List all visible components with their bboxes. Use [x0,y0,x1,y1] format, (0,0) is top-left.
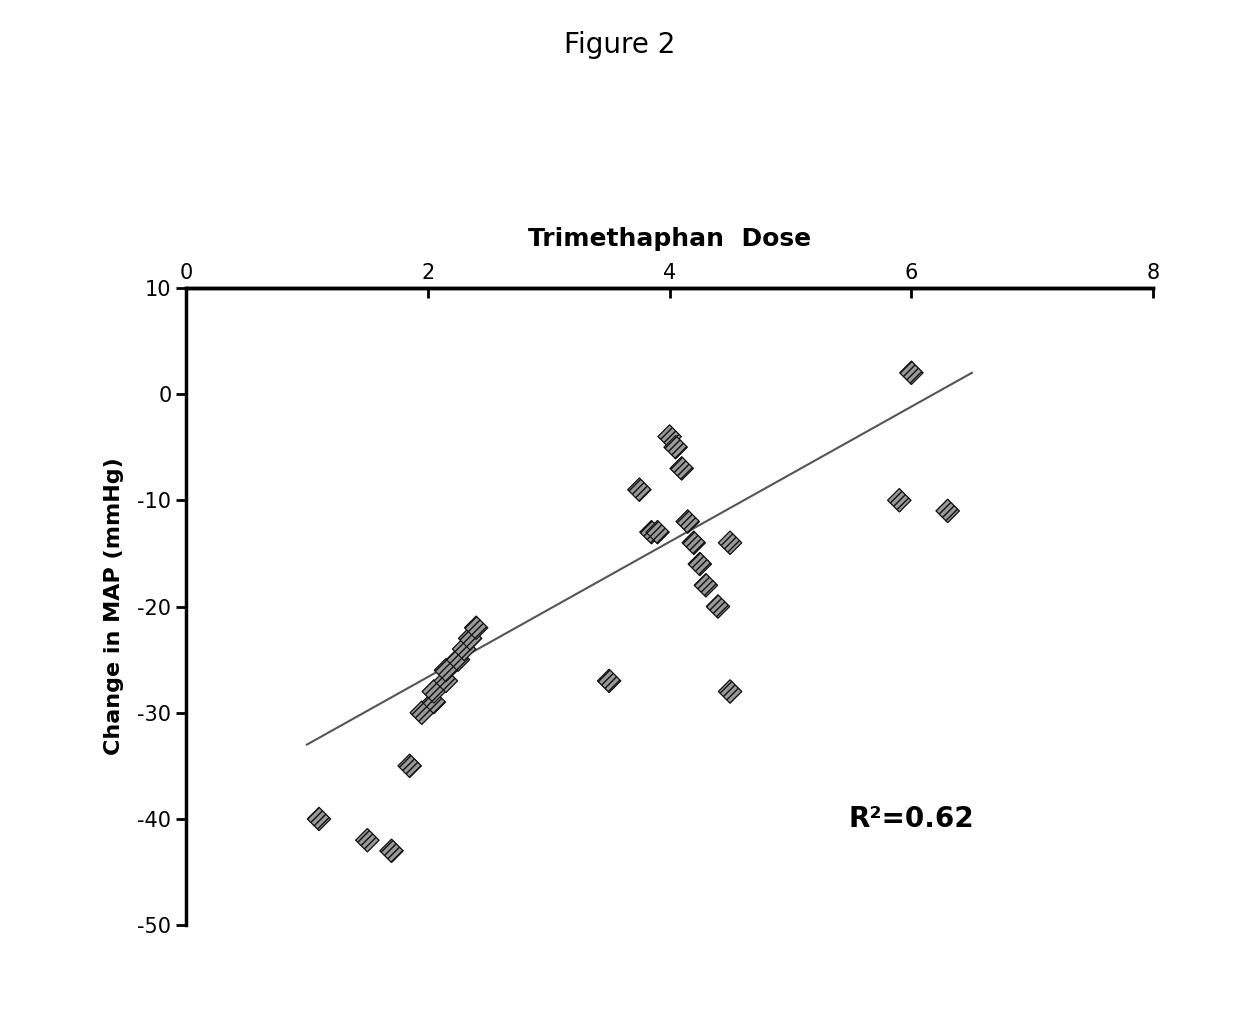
Point [660,429,680,445]
Point [448,652,467,668]
Point [720,535,740,551]
Point [689,556,709,573]
Point [309,811,329,828]
Point [448,652,467,668]
Point [684,535,704,551]
Point [666,439,686,455]
Point [412,704,432,721]
Text: Figure 2: Figure 2 [564,31,676,59]
Point [599,672,619,689]
Point [466,620,486,636]
Point [720,684,740,700]
Point [382,843,402,859]
Point [399,758,419,774]
Point [889,492,909,509]
Point [412,704,432,721]
Point [647,524,667,541]
Point [309,811,329,828]
Point [424,694,444,710]
Point [937,503,957,519]
Point [660,429,680,445]
X-axis label: Trimethaphan  Dose: Trimethaphan Dose [528,227,811,251]
Point [412,704,432,721]
Point [436,672,456,689]
Point [889,492,909,509]
Point [436,662,456,678]
Point [599,672,619,689]
Point [647,524,667,541]
Point [424,684,444,700]
Point [641,524,661,541]
Point [720,535,740,551]
Point [647,524,667,541]
Point [689,556,709,573]
Point [708,598,728,615]
Y-axis label: Change in MAP (mmHg): Change in MAP (mmHg) [103,457,124,756]
Point [901,365,921,381]
Point [889,492,909,509]
Point [937,503,957,519]
Point [357,832,377,848]
Point [382,843,402,859]
Point [448,652,467,668]
Point [466,620,486,636]
Point [436,672,456,689]
Point [720,684,740,700]
Point [708,598,728,615]
Point [689,556,709,573]
Point [684,535,704,551]
Point [630,481,650,498]
Point [720,535,740,551]
Text: R²=0.62: R²=0.62 [848,805,975,833]
Point [424,684,444,700]
Point [454,640,474,657]
Point [901,365,921,381]
Point [466,620,486,636]
Point [630,481,650,498]
Point [672,461,692,477]
Point [720,684,740,700]
Point [660,429,680,445]
Point [357,832,377,848]
Point [424,684,444,700]
Point [424,694,444,710]
Point [672,461,692,477]
Point [309,811,329,828]
Point [460,630,480,647]
Point [641,524,661,541]
Point [901,365,921,381]
Point [672,461,692,477]
Point [678,513,698,529]
Point [357,832,377,848]
Point [630,481,650,498]
Point [684,535,704,551]
Point [678,513,698,529]
Point [460,630,480,647]
Point [382,843,402,859]
Point [666,439,686,455]
Point [424,694,444,710]
Point [937,503,957,519]
Point [696,577,715,593]
Point [696,577,715,593]
Point [454,640,474,657]
Point [678,513,698,529]
Point [436,662,456,678]
Point [666,439,686,455]
Point [399,758,419,774]
Point [708,598,728,615]
Point [599,672,619,689]
Point [641,524,661,541]
Point [436,672,456,689]
Point [696,577,715,593]
Point [436,662,456,678]
Point [460,630,480,647]
Point [399,758,419,774]
Point [454,640,474,657]
